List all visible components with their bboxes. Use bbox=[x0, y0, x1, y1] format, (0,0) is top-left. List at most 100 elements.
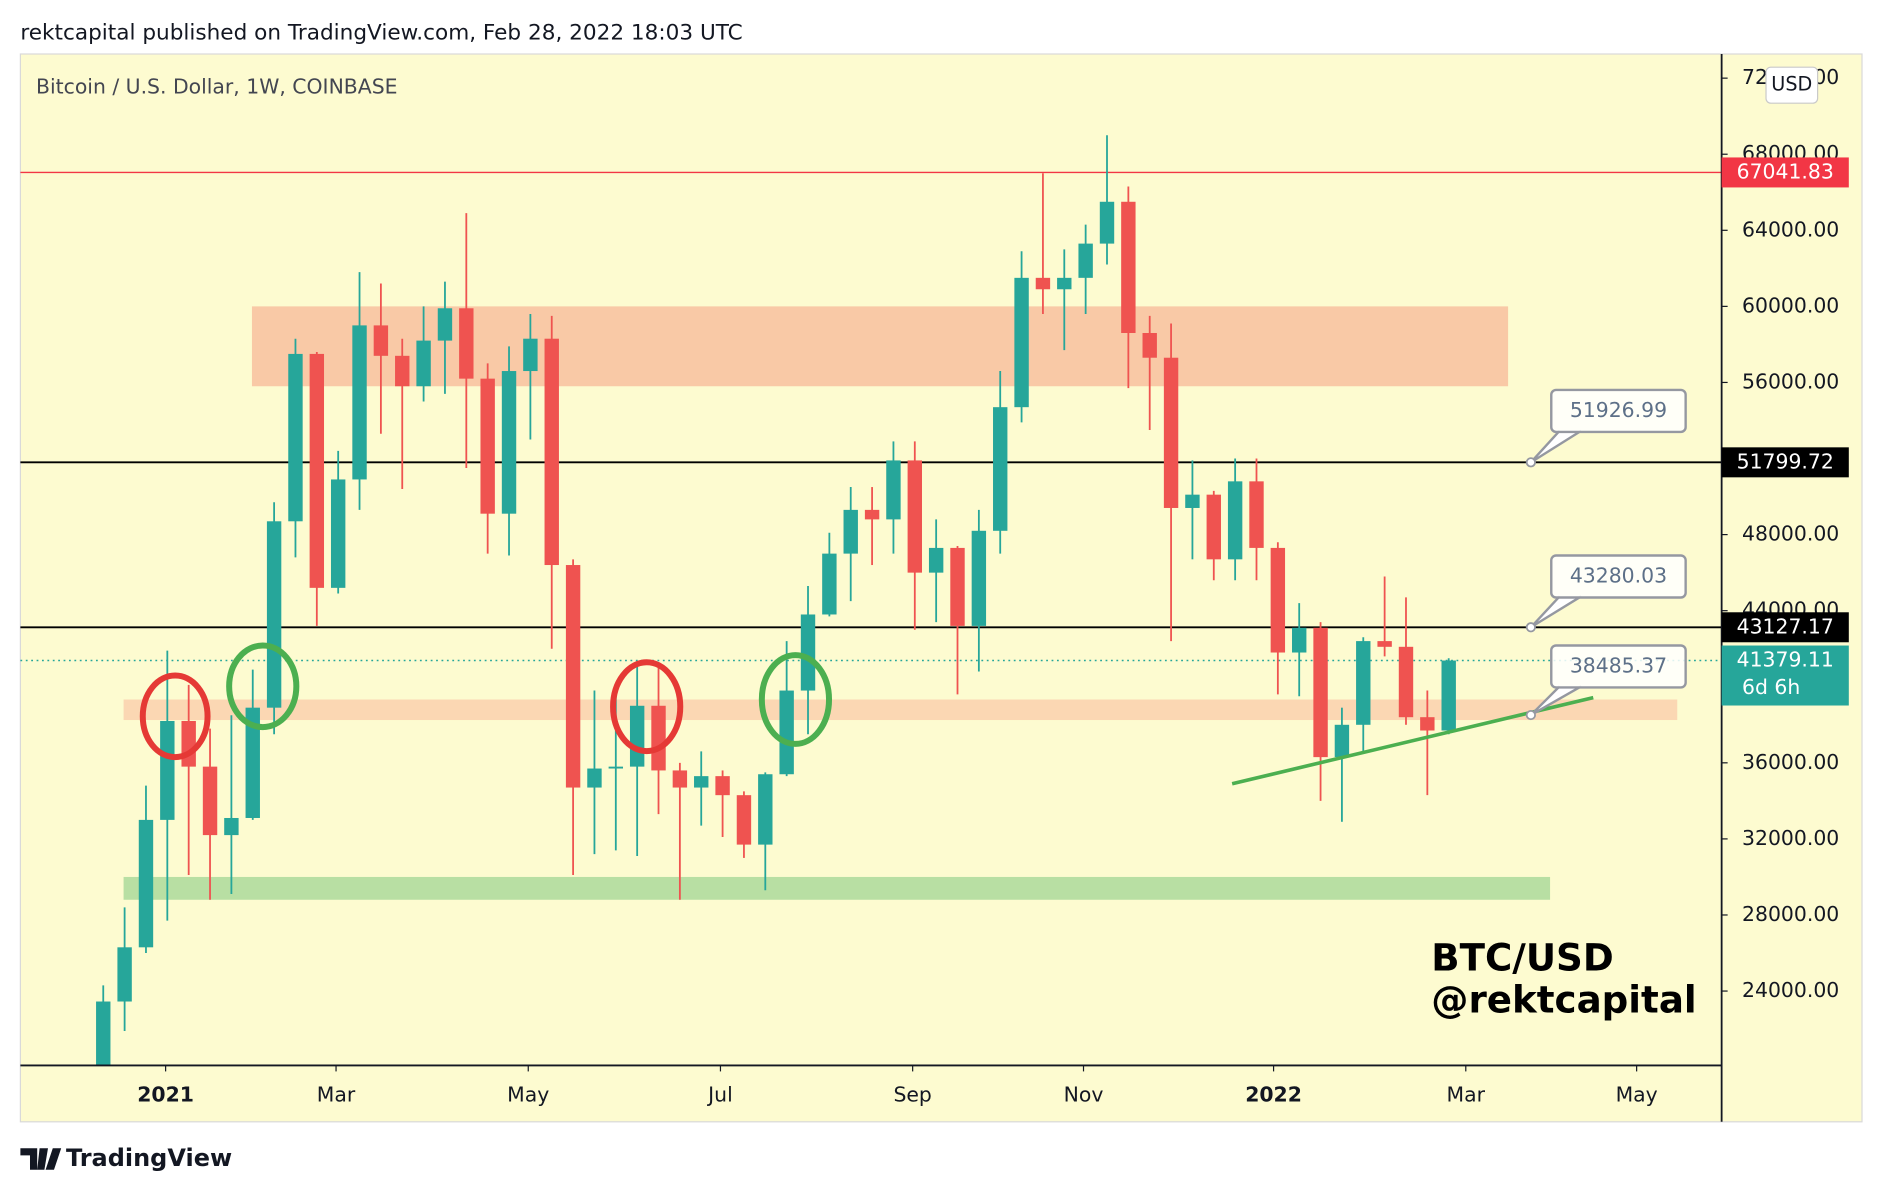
currency-button-label[interactable]: USD bbox=[1771, 73, 1812, 96]
candle-body bbox=[1313, 627, 1328, 758]
callout-anchor bbox=[1525, 457, 1536, 468]
highlight-circle bbox=[226, 642, 300, 731]
price-axis: 24000.0028000.0032000.0036000.0040000.00… bbox=[137, 65, 1849, 1106]
y-tick-label: 48000.00 bbox=[1742, 522, 1839, 546]
candle-body bbox=[694, 776, 709, 788]
price-label: 67041.83 bbox=[1737, 159, 1834, 183]
currency-button[interactable] bbox=[1765, 66, 1819, 104]
candle-body bbox=[224, 817, 239, 836]
candle-body bbox=[416, 340, 431, 387]
x-tick-label: 2022 bbox=[1245, 1082, 1302, 1106]
candle-body bbox=[1292, 627, 1307, 653]
highlight-circle bbox=[610, 659, 684, 755]
y-tick-label: 28000.00 bbox=[1742, 902, 1839, 926]
candle-body bbox=[1334, 724, 1350, 758]
candle-body bbox=[330, 479, 346, 588]
price-label-box bbox=[1721, 157, 1849, 188]
countdown-label: 6d 6h bbox=[1742, 675, 1800, 699]
candle-body bbox=[907, 460, 922, 573]
callout-box bbox=[1550, 554, 1687, 599]
callout-anchor bbox=[1525, 709, 1536, 721]
y-tick-label: 24000.00 bbox=[1742, 978, 1839, 1002]
x-tick-label: Mar bbox=[317, 1082, 356, 1106]
candle-body bbox=[1206, 494, 1221, 560]
candle-body bbox=[1142, 332, 1157, 358]
candle-body bbox=[928, 547, 944, 573]
callout-box bbox=[1550, 388, 1687, 434]
tradingview-logo: TradingView bbox=[20, 1144, 232, 1172]
candle-body bbox=[608, 766, 624, 769]
symbol-title: Bitcoin / U.S. Dollar, 1W, COINBASE bbox=[36, 75, 398, 99]
candle-body bbox=[1249, 481, 1264, 548]
callout-label: 43280.03 bbox=[1570, 564, 1667, 588]
zone bbox=[123, 876, 1551, 900]
candle-body bbox=[651, 705, 666, 771]
candle-body bbox=[480, 378, 495, 514]
candle-body bbox=[459, 308, 474, 379]
price-label-box bbox=[1721, 612, 1849, 643]
y-tick-label: 60000.00 bbox=[1742, 293, 1839, 317]
candle-body bbox=[1398, 646, 1414, 718]
candle-body bbox=[1227, 481, 1243, 560]
callout-label: 51926.99 bbox=[1570, 398, 1667, 422]
candle-body bbox=[715, 776, 730, 796]
candle-body bbox=[971, 530, 987, 626]
candle-body bbox=[202, 766, 218, 836]
candle-body bbox=[117, 947, 132, 1002]
candle-body bbox=[864, 509, 880, 520]
last-price-box bbox=[1721, 645, 1849, 706]
candle-body bbox=[587, 768, 602, 788]
candle-body bbox=[373, 325, 389, 356]
candle-body bbox=[1163, 357, 1179, 508]
candle-body bbox=[1035, 277, 1051, 290]
candle-body bbox=[1099, 201, 1115, 244]
candle-body bbox=[822, 553, 837, 615]
candle-body bbox=[1377, 641, 1392, 647]
candle-body bbox=[1185, 494, 1200, 508]
price-label: 51799.72 bbox=[1737, 449, 1834, 473]
candle-body bbox=[800, 614, 816, 691]
callout-box bbox=[1550, 644, 1687, 689]
candle-body bbox=[266, 521, 282, 708]
candle-body bbox=[181, 720, 196, 767]
callout-label: 38485.37 bbox=[1570, 653, 1667, 677]
candle-body bbox=[1014, 277, 1029, 408]
candle-body bbox=[993, 407, 1008, 531]
candle-body bbox=[779, 690, 794, 775]
zones bbox=[123, 306, 1678, 900]
candle-body bbox=[886, 460, 901, 520]
last-price-label: 41379.11 bbox=[1737, 648, 1834, 672]
x-tick-label: Sep bbox=[893, 1082, 931, 1106]
publisher-line: rektcapital published on TradingView.com… bbox=[20, 21, 742, 46]
x-tick-label: 2021 bbox=[137, 1082, 194, 1106]
candle-body bbox=[950, 547, 965, 626]
x-tick-label: May bbox=[507, 1082, 549, 1106]
watermark-text: BTC/USD bbox=[1431, 935, 1613, 979]
candle-body bbox=[437, 308, 453, 341]
candle-body bbox=[395, 355, 410, 387]
candle-body bbox=[1441, 660, 1456, 731]
y-tick-label: 36000.00 bbox=[1742, 750, 1839, 774]
x-tick-label: Mar bbox=[1447, 1082, 1486, 1106]
footer-brand: TradingView bbox=[66, 1144, 232, 1172]
candle-body bbox=[1420, 717, 1435, 731]
candle-body bbox=[245, 707, 260, 818]
plot: 51926.99 43280.03 38485.37 BTC/USD@rektcapi… bbox=[20, 135, 1722, 1066]
callout-anchor bbox=[1525, 622, 1536, 633]
candle-body bbox=[288, 353, 303, 522]
candle-body bbox=[96, 1001, 111, 1066]
y-tick-label: 64000.00 bbox=[1742, 217, 1839, 241]
highlight-circle bbox=[758, 652, 833, 747]
candle-body bbox=[160, 720, 175, 820]
candle-body bbox=[544, 338, 559, 566]
highlight-circle bbox=[139, 672, 211, 761]
candle-body bbox=[138, 819, 154, 948]
x-tick-label: May bbox=[1616, 1082, 1658, 1106]
candle-body bbox=[672, 770, 688, 788]
candle-body bbox=[843, 509, 858, 554]
candle-body bbox=[1057, 277, 1072, 290]
price-label: 43127.17 bbox=[1737, 614, 1834, 638]
candle-body bbox=[309, 353, 325, 588]
